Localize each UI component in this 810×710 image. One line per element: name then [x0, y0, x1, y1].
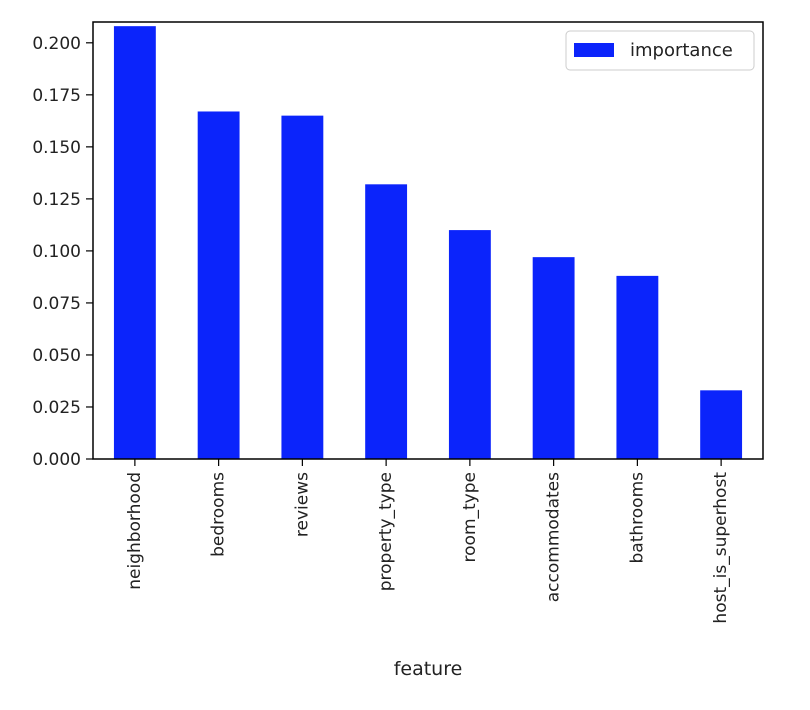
x-tick-label: bathrooms [627, 472, 647, 564]
bar-property_type [365, 184, 408, 460]
y-tick-label: 0.000 [32, 450, 81, 470]
bar-bedrooms [197, 111, 240, 459]
bar-neighborhood [113, 26, 156, 460]
y-axis: 0.000 0.025 0.050 0.075 0.100 0.125 0.150 0.175… [32, 34, 93, 470]
x-axis-label: feature [394, 658, 463, 680]
plot-frame [92, 21, 764, 460]
bar-room_type [448, 230, 491, 459]
bar-reviews [281, 115, 324, 460]
bar-host_is_superhost [700, 390, 743, 459]
x-tick-label: property_type [376, 472, 396, 591]
legend: importance [565, 30, 755, 71]
x-tick-label: accommodates [544, 472, 564, 602]
x-tick-label: reviews [292, 472, 312, 537]
y-tick-label: 0.150 [32, 138, 81, 158]
y-tick-label: 0.100 [32, 242, 81, 262]
y-tick-label: 0.175 [32, 86, 81, 106]
legend-box [565, 30, 755, 71]
bar-bathrooms [616, 275, 659, 459]
x-axis: neighborhood bedrooms reviews property_type… [125, 459, 731, 624]
legend-label: importance [630, 40, 733, 61]
y-tick-label: 0.050 [32, 346, 81, 366]
x-tick-label: host_is_superhost [711, 472, 731, 624]
x-tick-label: neighborhood [125, 472, 145, 590]
x-tick-label: room_type [460, 472, 480, 562]
x-tick-label: bedrooms [209, 472, 229, 557]
bar-accommodates [532, 257, 575, 459]
y-tick-label: 0.200 [32, 34, 81, 54]
y-tick-label: 0.025 [32, 398, 81, 418]
y-tick-label: 0.125 [32, 190, 81, 210]
legend-swatch [574, 43, 614, 57]
bars-group [113, 26, 743, 460]
y-tick-label: 0.075 [32, 294, 81, 314]
